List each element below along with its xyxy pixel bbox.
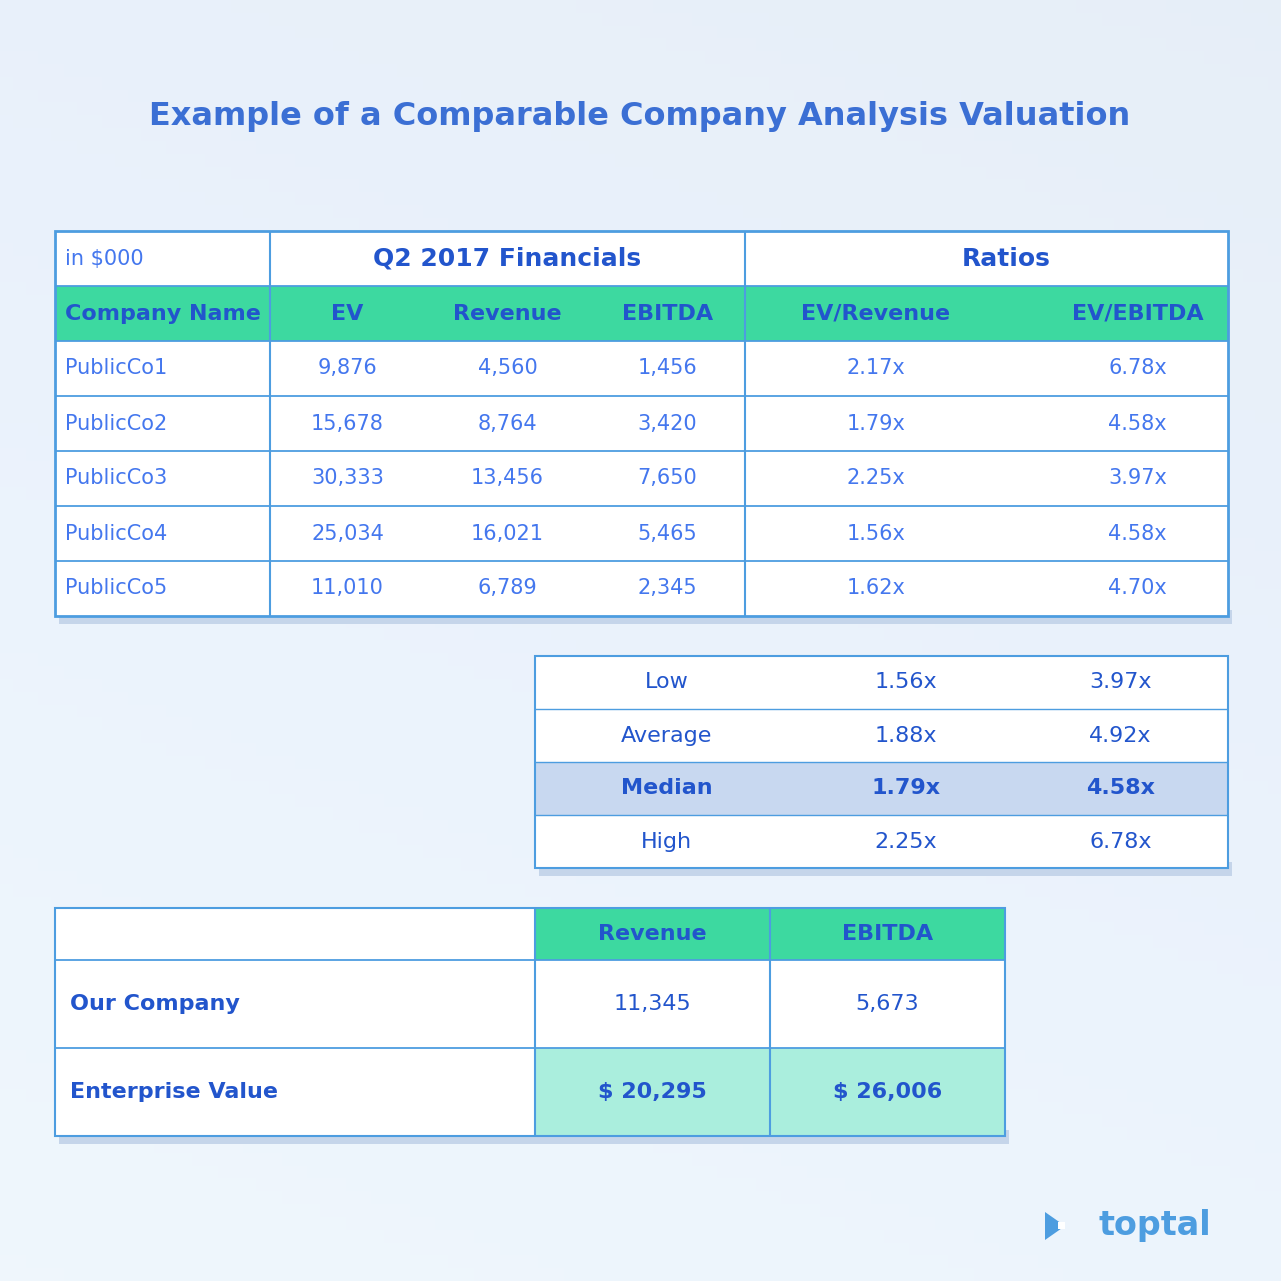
Text: in $000: in $000 bbox=[65, 249, 143, 269]
Text: PublicCo1: PublicCo1 bbox=[65, 359, 168, 378]
Text: 6.78x: 6.78x bbox=[1089, 831, 1152, 852]
Text: PublicCo3: PublicCo3 bbox=[65, 469, 168, 488]
Text: 1.79x: 1.79x bbox=[847, 414, 906, 433]
Text: 4.58x: 4.58x bbox=[1108, 414, 1167, 433]
Text: 4.70x: 4.70x bbox=[1108, 579, 1167, 598]
Text: High: High bbox=[640, 831, 692, 852]
Text: Example of a Comparable Company Analysis Valuation: Example of a Comparable Company Analysis… bbox=[150, 100, 1131, 132]
Text: 5,673: 5,673 bbox=[856, 994, 920, 1015]
Text: Median: Median bbox=[621, 779, 712, 798]
Text: 11,345: 11,345 bbox=[614, 994, 692, 1015]
Text: 2,345: 2,345 bbox=[638, 579, 697, 598]
Text: PublicCo5: PublicCo5 bbox=[65, 579, 168, 598]
Text: toptal: toptal bbox=[1099, 1209, 1212, 1243]
Text: 6.78x: 6.78x bbox=[1108, 359, 1167, 378]
Text: 1.56x: 1.56x bbox=[875, 673, 938, 693]
Bar bbox=[55, 908, 1006, 1136]
Text: 3.97x: 3.97x bbox=[1089, 673, 1152, 693]
Text: Revenue: Revenue bbox=[598, 924, 707, 944]
Bar bbox=[55, 286, 1228, 341]
Bar bbox=[535, 656, 1228, 869]
Text: 11,010: 11,010 bbox=[311, 579, 384, 598]
Text: 4.58x: 4.58x bbox=[1086, 779, 1155, 798]
Text: Q2 2017 Financials: Q2 2017 Financials bbox=[374, 246, 642, 270]
Bar bbox=[539, 862, 1232, 876]
Text: 7,650: 7,650 bbox=[638, 469, 697, 488]
Bar bbox=[770, 1048, 1006, 1136]
Text: 1.56x: 1.56x bbox=[847, 524, 906, 543]
Text: 8,764: 8,764 bbox=[478, 414, 537, 433]
Bar bbox=[535, 1048, 770, 1136]
Text: 30,333: 30,333 bbox=[311, 469, 384, 488]
Text: EV/EBITDA: EV/EBITDA bbox=[1072, 304, 1203, 324]
Text: 2.17x: 2.17x bbox=[847, 359, 906, 378]
Bar bbox=[59, 1130, 1009, 1144]
Text: 5,465: 5,465 bbox=[638, 524, 697, 543]
Text: 15,678: 15,678 bbox=[311, 414, 384, 433]
Text: Revenue: Revenue bbox=[453, 304, 562, 324]
Text: 13,456: 13,456 bbox=[471, 469, 544, 488]
Text: Enterprise Value: Enterprise Value bbox=[70, 1082, 278, 1102]
Text: 4,560: 4,560 bbox=[478, 359, 537, 378]
Text: Average: Average bbox=[621, 725, 712, 746]
Text: EBITDA: EBITDA bbox=[842, 924, 933, 944]
Text: 25,034: 25,034 bbox=[311, 524, 384, 543]
Text: EBITDA: EBITDA bbox=[623, 304, 714, 324]
Bar bbox=[55, 231, 1228, 616]
Polygon shape bbox=[1045, 1212, 1065, 1240]
Bar bbox=[1058, 1222, 1065, 1228]
Text: 3,420: 3,420 bbox=[638, 414, 697, 433]
Bar bbox=[535, 656, 1228, 869]
Text: Company Name: Company Name bbox=[65, 304, 261, 324]
Text: 3.97x: 3.97x bbox=[1108, 469, 1167, 488]
Text: 4.92x: 4.92x bbox=[1089, 725, 1152, 746]
Text: 2.25x: 2.25x bbox=[847, 469, 906, 488]
Text: 16,021: 16,021 bbox=[471, 524, 544, 543]
Text: Low: Low bbox=[644, 673, 689, 693]
Text: PublicCo4: PublicCo4 bbox=[65, 524, 168, 543]
Bar bbox=[59, 610, 1232, 624]
Bar bbox=[55, 908, 1006, 1136]
Text: 1.79x: 1.79x bbox=[871, 779, 940, 798]
Text: PublicCo2: PublicCo2 bbox=[65, 414, 168, 433]
Text: 1.62x: 1.62x bbox=[847, 579, 906, 598]
Bar bbox=[770, 908, 1006, 959]
Text: Our Company: Our Company bbox=[70, 994, 240, 1015]
Text: 2.25x: 2.25x bbox=[875, 831, 938, 852]
Text: $ 20,295: $ 20,295 bbox=[598, 1082, 707, 1102]
Text: 6,789: 6,789 bbox=[478, 579, 537, 598]
Text: 9,876: 9,876 bbox=[318, 359, 378, 378]
Bar bbox=[55, 231, 1228, 616]
Text: Ratios: Ratios bbox=[962, 246, 1050, 270]
Text: 1.88x: 1.88x bbox=[875, 725, 936, 746]
Text: 4.58x: 4.58x bbox=[1108, 524, 1167, 543]
Text: 1,456: 1,456 bbox=[638, 359, 697, 378]
Text: $ 26,006: $ 26,006 bbox=[833, 1082, 942, 1102]
Text: EV: EV bbox=[332, 304, 364, 324]
Bar bbox=[535, 908, 770, 959]
Bar bbox=[535, 762, 1228, 815]
Text: EV/Revenue: EV/Revenue bbox=[802, 304, 951, 324]
